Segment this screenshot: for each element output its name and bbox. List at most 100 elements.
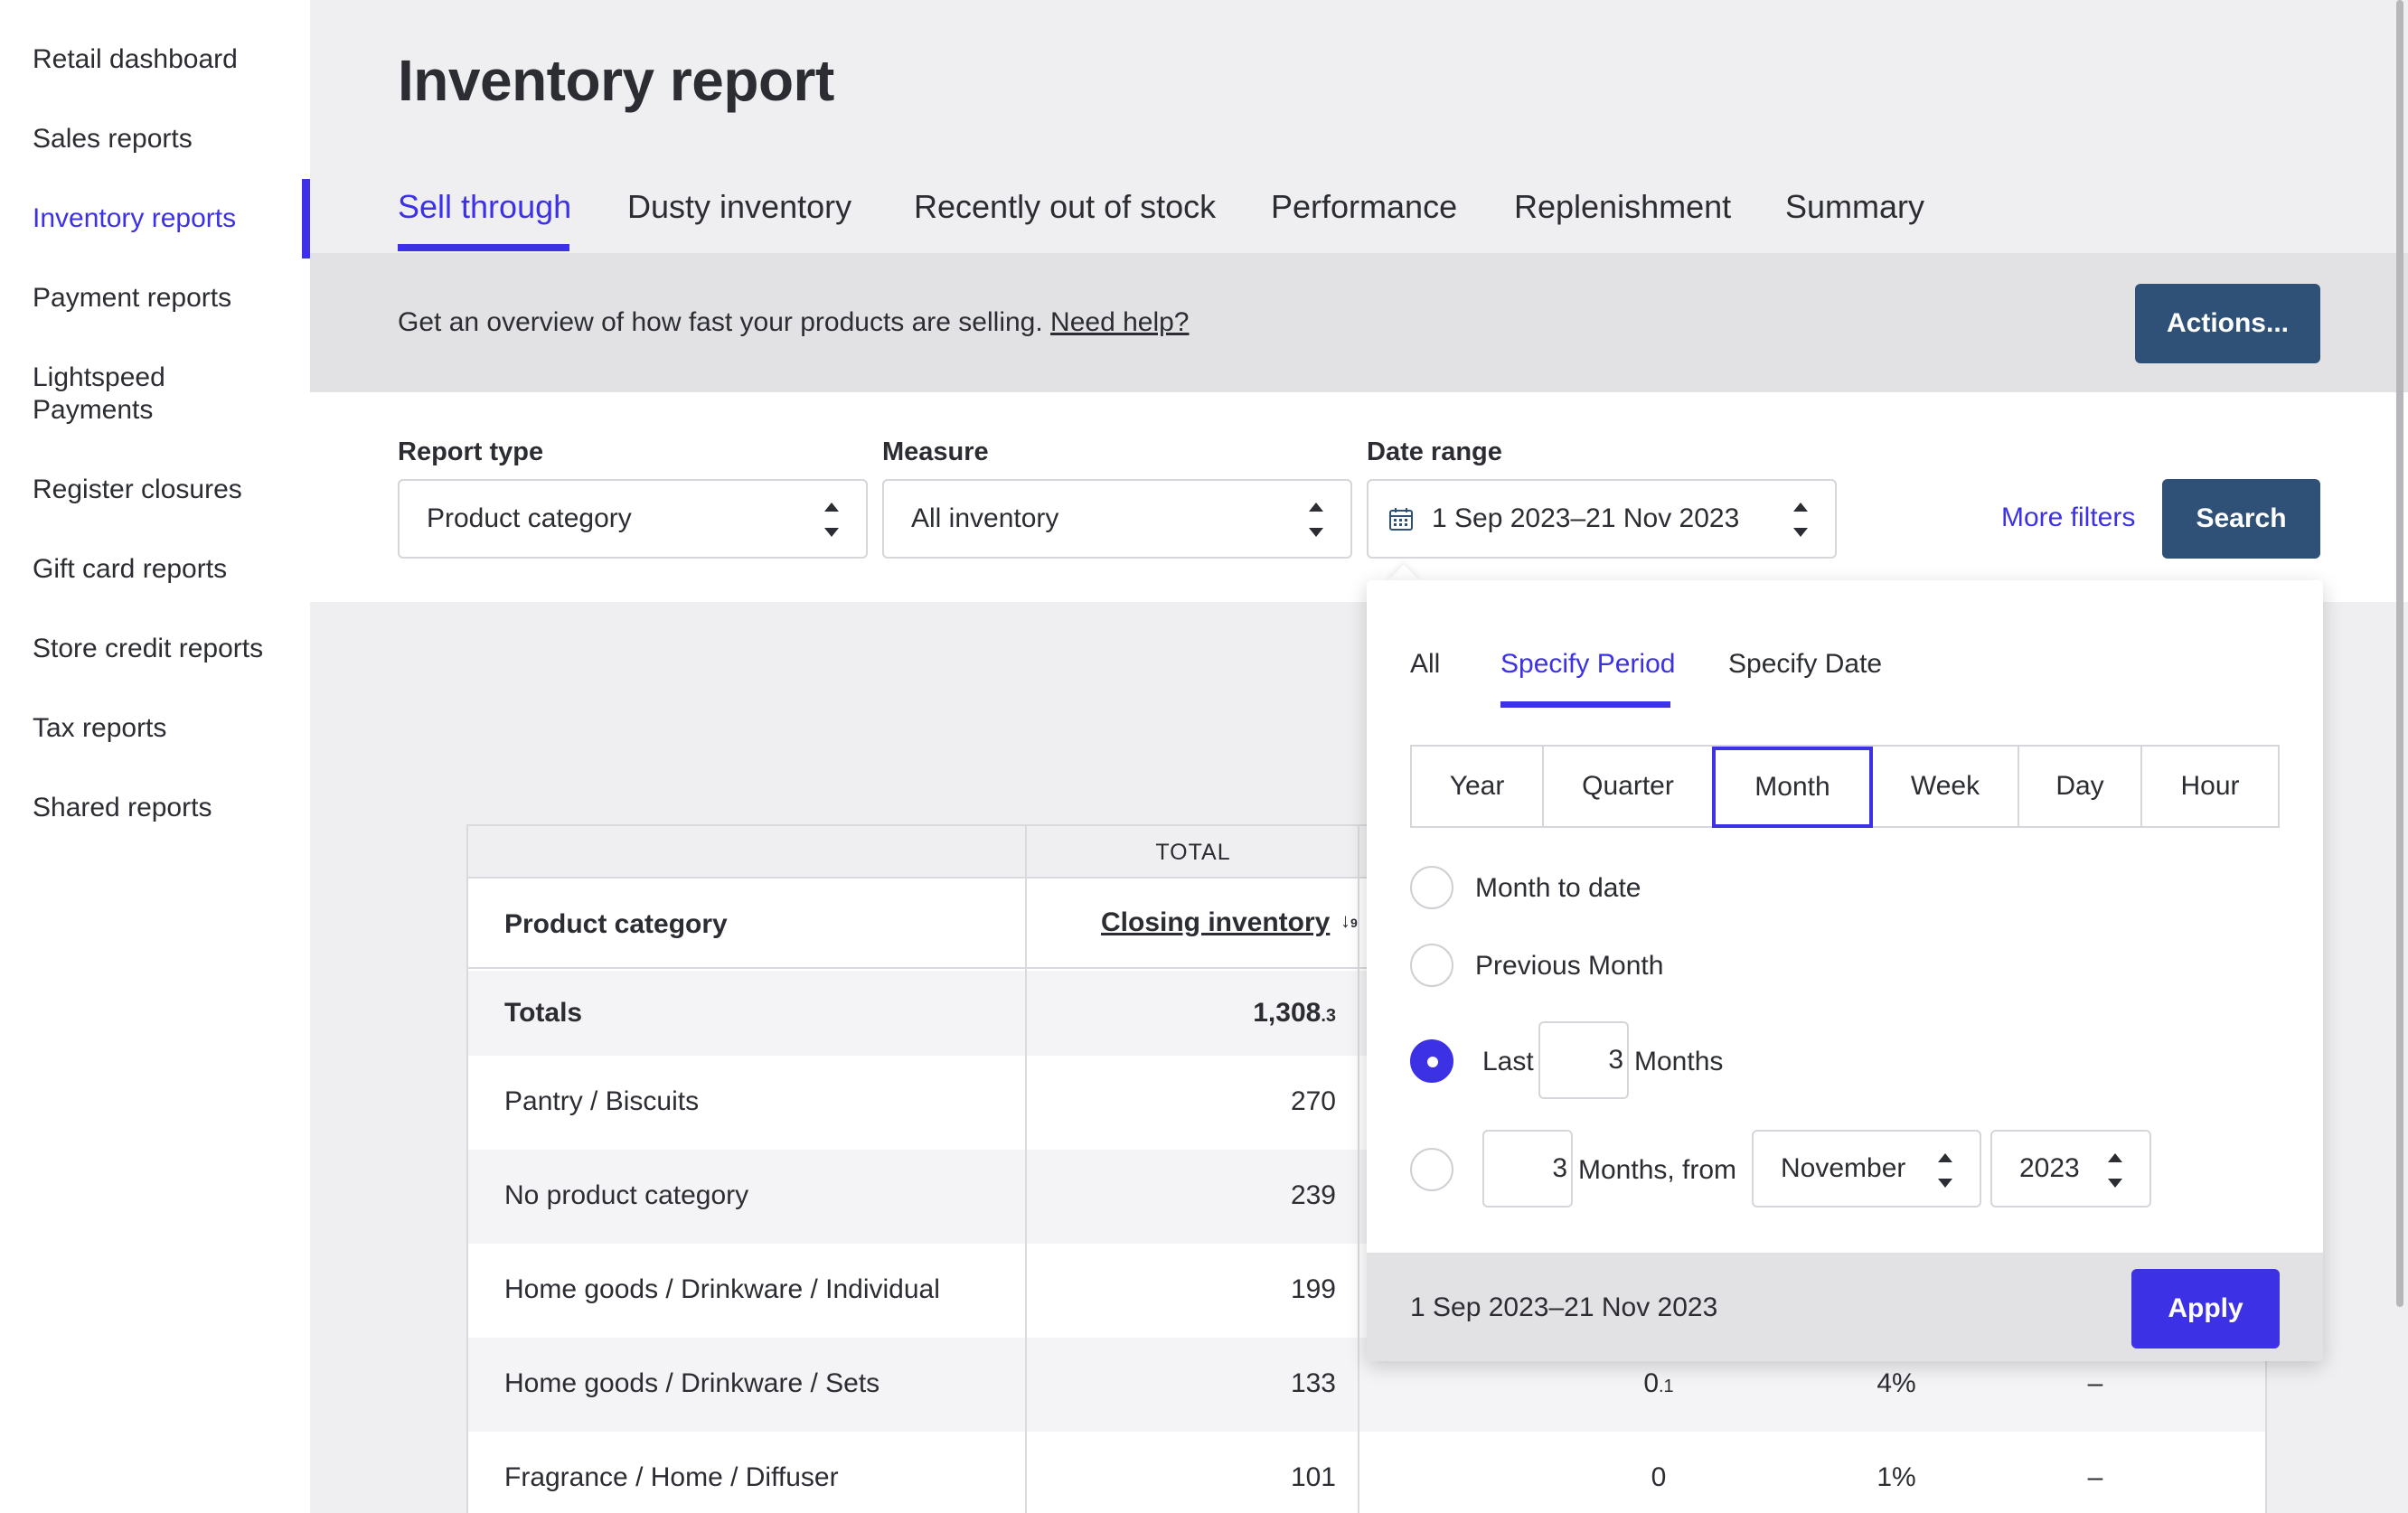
period-option-week[interactable]: Week <box>1871 747 2019 828</box>
sidebar: Retail dashboard Sales reports Inventory… <box>0 0 310 1513</box>
last-months-unit: Months <box>1634 1047 1724 1076</box>
measure-select[interactable]: All inventory <box>882 479 1352 559</box>
months-from-value: 3 <box>1552 1153 1567 1183</box>
row-closing-inventory: 133 <box>1290 1368 1336 1398</box>
from-month-select[interactable]: November <box>1752 1130 1981 1208</box>
period-option-hour[interactable]: Hour <box>2140 747 2280 828</box>
sidebar-item-store-credit-reports[interactable]: Store credit reports <box>33 634 264 663</box>
period-option-quarter[interactable]: Quarter <box>1542 747 1714 828</box>
row-value-col5: – <box>2087 1462 2103 1492</box>
sidebar-item-sales-reports[interactable]: Sales reports <box>33 124 193 154</box>
actions-button[interactable]: Actions... <box>2135 284 2320 363</box>
sidebar-item-label-line1: Lightspeed <box>33 362 165 392</box>
tab-recently-out-of-stock[interactable]: Recently out of stock <box>914 188 1217 225</box>
sidebar-active-indicator <box>302 179 310 258</box>
row-category-name: No product category <box>504 1180 749 1210</box>
banner-text-container: Get an overview of how fast your product… <box>398 307 1190 338</box>
row-closing-inventory: 101 <box>1290 1462 1336 1492</box>
row-category-name: Home goods / Drinkware / Sets <box>504 1368 880 1398</box>
report-type-value: Product category <box>427 503 632 533</box>
row-value-col4: 1% <box>1877 1462 1916 1492</box>
tab-dusty-inventory[interactable]: Dusty inventory <box>627 188 852 225</box>
row-category-name: Fragrance / Home / Diffuser <box>504 1462 839 1492</box>
active-tab-underline <box>398 244 569 251</box>
months-from-label: Months, from <box>1578 1155 1737 1185</box>
from-year-select[interactable]: 2023 <box>1990 1130 2151 1208</box>
measure-label: Measure <box>882 437 989 466</box>
radio-month-to-date[interactable] <box>1410 866 1453 909</box>
table-group-header-empty <box>468 826 1027 879</box>
banner-text: Get an overview of how fast your product… <box>398 307 1043 337</box>
previous-month-label: Previous Month <box>1475 951 1664 981</box>
table-row: Fragrance / Home / Diffuser 101 0 1% – <box>468 1432 2265 1513</box>
row-value-col5: – <box>2087 1368 2103 1398</box>
row-category-name: Home goods / Drinkware / Individual <box>504 1274 940 1304</box>
apply-button[interactable]: Apply <box>2131 1269 2280 1349</box>
selected-range-text: 1 Sep 2023–21 Nov 2023 <box>1410 1292 1718 1322</box>
more-filters-link[interactable]: More filters <box>2001 503 2136 532</box>
sidebar-item-payment-reports[interactable]: Payment reports <box>33 283 232 313</box>
sidebar-item-register-closures[interactable]: Register closures <box>33 475 242 504</box>
column-divider <box>1025 826 1027 1513</box>
last-label: Last <box>1482 1047 1534 1076</box>
period-option-day[interactable]: Day <box>2018 747 2142 828</box>
search-button[interactable]: Search <box>2162 479 2320 559</box>
last-months-value: 3 <box>1608 1045 1623 1075</box>
select-stepper-icon <box>823 499 841 540</box>
totals-value-decimal: .3 <box>1321 1006 1336 1026</box>
report-type-label: Report type <box>398 437 544 466</box>
tab-sell-through[interactable]: Sell through <box>398 188 572 225</box>
sidebar-item-label-line2: Payments <box>33 395 154 425</box>
row-closing-inventory: 239 <box>1290 1180 1336 1210</box>
sidebar-item-inventory-reports[interactable]: Inventory reports <box>33 203 237 233</box>
filter-bar: Report type Product category Measure All… <box>310 392 2408 602</box>
month-to-date-label: Month to date <box>1475 873 1641 903</box>
sort-numeric-desc-icon[interactable]: ↓9 <box>1340 909 1358 932</box>
page-scrollbar[interactable] <box>2396 0 2403 1307</box>
report-type-select[interactable]: Product category <box>398 479 868 559</box>
need-help-link[interactable]: Need help? <box>1050 307 1190 337</box>
date-range-select[interactable]: 1 Sep 2023–21 Nov 2023 <box>1367 479 1837 559</box>
calendar-icon <box>1389 508 1413 531</box>
column-divider <box>1358 826 1359 1513</box>
radio-last-n-months[interactable] <box>1410 1039 1453 1083</box>
tab-summary[interactable]: Summary <box>1785 188 1925 225</box>
months-from-input[interactable]: 3 <box>1482 1130 1573 1208</box>
row-closing-inventory: 270 <box>1290 1086 1336 1116</box>
info-banner: Get an overview of how fast your product… <box>310 253 2408 392</box>
row-value-col3: 0.1 <box>1623 1368 1695 1399</box>
last-months-input[interactable]: 3 <box>1538 1021 1629 1099</box>
column-header-product-category: Product category <box>504 909 728 939</box>
select-stepper-icon <box>1307 499 1325 540</box>
date-range-label: Date range <box>1367 437 1502 466</box>
row-value-col3-main: 0 <box>1643 1368 1659 1398</box>
radio-previous-month[interactable] <box>1410 944 1453 987</box>
totals-label: Totals <box>504 998 583 1028</box>
popover-tab-specify-date[interactable]: Specify Date <box>1728 649 1883 679</box>
sidebar-item-shared-reports[interactable]: Shared reports <box>33 793 212 822</box>
totals-value: 1,308.3 <box>1253 998 1336 1029</box>
date-range-value: 1 Sep 2023–21 Nov 2023 <box>1432 503 1740 533</box>
tab-performance[interactable]: Performance <box>1271 188 1458 225</box>
period-option-month[interactable]: Month <box>1712 747 1873 828</box>
sidebar-item-retail-dashboard[interactable]: Retail dashboard <box>33 44 238 74</box>
popover-tab-underline <box>1500 701 1670 708</box>
popover-tab-divider <box>1410 745 2280 747</box>
page-title: Inventory report <box>398 48 834 113</box>
radio-months-from[interactable] <box>1410 1148 1453 1191</box>
row-closing-inventory: 199 <box>1290 1274 1336 1304</box>
popover-tab-specify-period[interactable]: Specify Period <box>1500 649 1676 679</box>
sidebar-item-lightspeed-payments[interactable]: Lightspeed Payments <box>33 362 165 427</box>
period-option-year[interactable]: Year <box>1410 747 1544 828</box>
row-value-col4: 4% <box>1877 1368 1916 1398</box>
date-range-popover: All Specify Period Specify Date Year Qua… <box>1367 580 2323 1361</box>
sidebar-item-gift-card-reports[interactable]: Gift card reports <box>33 554 228 584</box>
select-stepper-icon <box>2106 1150 2124 1191</box>
tab-replenishment[interactable]: Replenishment <box>1514 188 1732 225</box>
table-group-header-total: TOTAL <box>1155 839 1231 865</box>
select-stepper-icon <box>1936 1150 1954 1191</box>
column-header-closing-inventory[interactable]: Closing inventory <box>1101 907 1331 937</box>
row-value-col3-decimal: .1 <box>1659 1377 1674 1396</box>
sidebar-item-tax-reports[interactable]: Tax reports <box>33 713 167 743</box>
popover-tab-all[interactable]: All <box>1410 649 1441 679</box>
